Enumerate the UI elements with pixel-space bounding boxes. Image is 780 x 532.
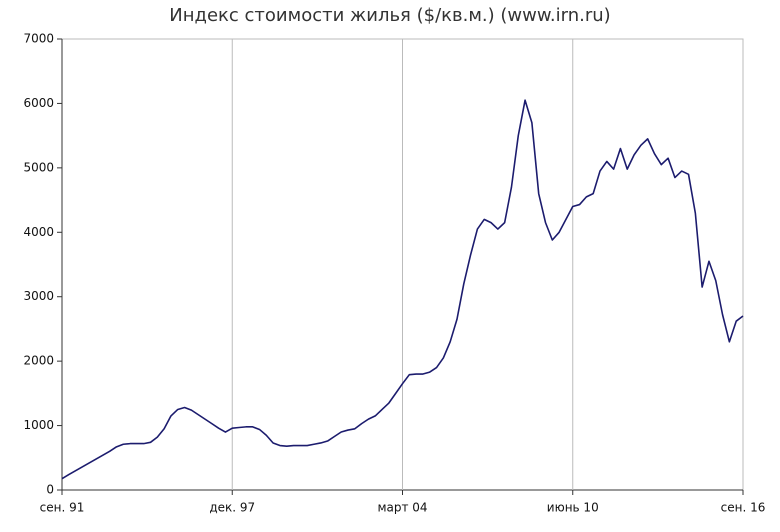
y-tick-label: 3000	[23, 289, 54, 303]
y-tick-label: 7000	[23, 32, 54, 46]
y-tick-label: 4000	[23, 225, 54, 239]
data-line	[61, 99, 744, 480]
chart-title: Индекс стоимости жилья ($/кв.м.) (www.ir…	[169, 5, 610, 26]
x-tick-label: март 04	[377, 501, 427, 515]
y-tick-label: 1000	[23, 418, 54, 432]
y-tick-label: 0	[46, 483, 54, 497]
x-tick-label: сен. 91	[40, 501, 85, 515]
y-tick-label: 2000	[23, 354, 54, 368]
x-tick-label: сен. 16	[721, 501, 766, 515]
x-tick-label: июнь 10	[547, 501, 599, 515]
x-tick-label: дек. 97	[209, 501, 255, 515]
y-tick-label: 5000	[23, 160, 54, 174]
y-tick-label: 6000	[23, 96, 54, 110]
